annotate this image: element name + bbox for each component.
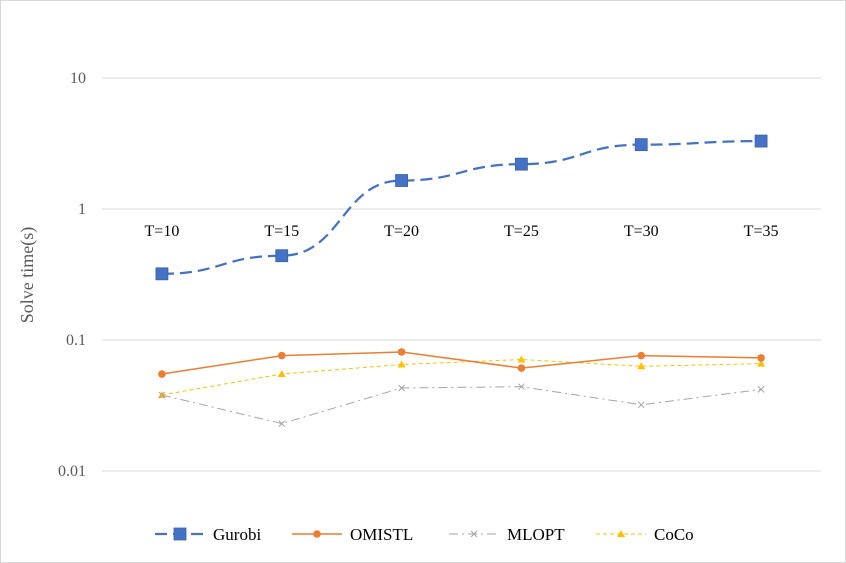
series-omistl-point	[277, 351, 286, 360]
category-labels: T=10 T=15 T=20 T=25 T=30 T=35	[145, 223, 779, 240]
legend-coco-marker	[617, 530, 625, 537]
legend-coco-label: CoCo	[654, 525, 694, 544]
category-label: T=20	[384, 223, 419, 240]
series-mlopt-point	[637, 401, 645, 409]
y-tick-label: 10	[70, 70, 86, 87]
series-omistl	[158, 348, 765, 378]
y-tick-labels: 10 1 0.1 0.01	[58, 70, 86, 480]
series-mlopt-point	[278, 420, 286, 427]
legend-omistl-marker	[313, 530, 321, 538]
series-gurobi	[155, 134, 768, 281]
category-label: T=35	[744, 223, 779, 240]
series-coco-line	[161, 358, 762, 396]
legend-gurobi-label: Gurobi	[213, 525, 261, 544]
series-gurobi-line	[161, 139, 762, 275]
legend-gurobi: Gurobi	[155, 525, 261, 544]
series-omistl-line	[161, 351, 762, 375]
category-label: T=10	[145, 223, 180, 240]
gridlines	[102, 77, 821, 472]
series-omistl-point	[517, 364, 526, 372]
series-mlopt-line	[161, 386, 762, 425]
category-label: T=25	[504, 223, 539, 240]
series-coco-point	[517, 355, 526, 363]
series-gurobi-point	[395, 174, 408, 187]
plot-area	[155, 134, 768, 427]
series-gurobi-point	[155, 267, 169, 281]
series-coco-point	[757, 359, 766, 367]
legend-omistl: OMISTL	[292, 525, 413, 544]
series-omistl-point	[637, 351, 646, 360]
series-coco-point	[637, 362, 646, 370]
series-coco-point	[397, 360, 406, 368]
series-mlopt-point	[518, 383, 525, 391]
legend-mlopt: MLOPT	[449, 525, 565, 544]
series-gurobi-point	[515, 157, 528, 171]
series-omistl-point	[158, 370, 166, 378]
legend-gurobi-marker	[173, 527, 187, 541]
category-label: T=30	[624, 223, 659, 240]
legend-coco: CoCo	[596, 525, 694, 544]
series-omistl-point	[757, 354, 765, 362]
y-axis-title: Solve time(s)	[17, 227, 38, 324]
series-coco	[157, 355, 766, 399]
category-label: T=15	[264, 223, 299, 240]
series-gurobi-point	[634, 138, 648, 152]
series-mlopt-point	[757, 386, 765, 393]
y-tick-label: 1	[78, 201, 86, 218]
series-coco-point	[277, 370, 286, 378]
legend: Gurobi OMISTL MLOPT CoCo	[155, 525, 694, 544]
legend-mlopt-label: MLOPT	[507, 525, 565, 544]
series-mlopt-point	[398, 384, 405, 392]
legend-omistl-label: OMISTL	[350, 525, 413, 544]
series-omistl-point	[397, 348, 406, 356]
y-tick-label: 0.01	[58, 463, 86, 480]
legend-mlopt-marker	[470, 530, 478, 538]
series-mlopt	[158, 383, 765, 427]
series-mlopt-point	[158, 391, 166, 399]
series-gurobi-point	[275, 249, 289, 263]
y-tick-label: 0.1	[66, 332, 86, 349]
series-gurobi-point	[754, 134, 768, 148]
